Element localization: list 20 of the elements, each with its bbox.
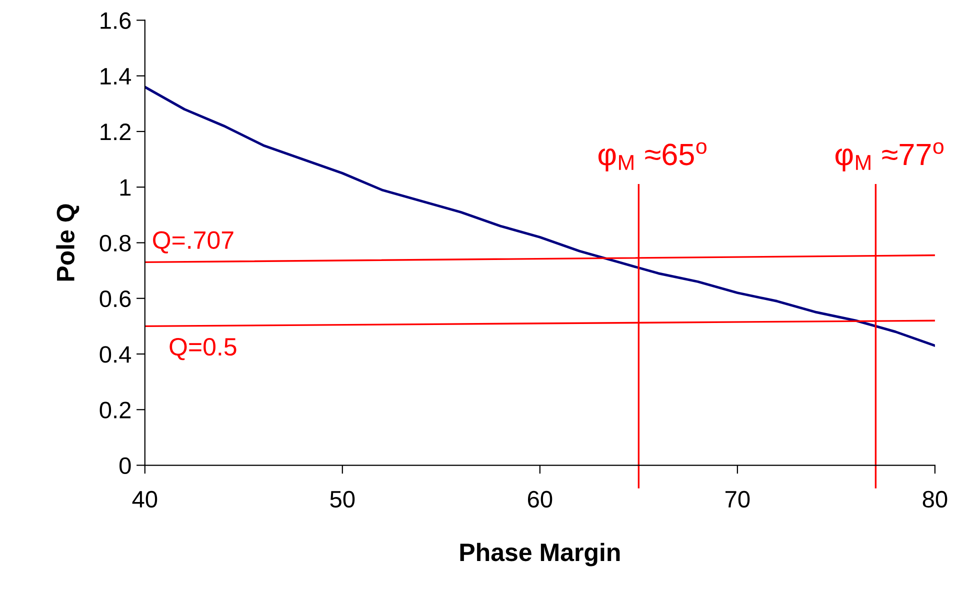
y-axis-title: Pole Q xyxy=(56,204,80,281)
x-axis-title: Phase Margin xyxy=(460,542,620,566)
y-tick-label: 0 xyxy=(119,457,131,474)
x-tick-label: 40 xyxy=(132,490,158,508)
annotation: Q=.707 xyxy=(153,231,234,254)
y-tick-label: 0.4 xyxy=(100,346,132,363)
y-tick-label: 1.4 xyxy=(100,68,132,84)
y-tick-label: 0.8 xyxy=(100,234,131,252)
y-tick-label: 1.2 xyxy=(100,124,131,140)
ref-line-label: φ$_{M}$ ≈65$^{o}$ xyxy=(598,142,706,172)
ref-line-label: φ$_{M}$ ≈77$^{o}$ xyxy=(835,142,944,172)
x-tick-label: 60 xyxy=(528,490,552,508)
annotation: Q=0.5 xyxy=(170,338,236,360)
y-tick-label: 0.6 xyxy=(100,290,131,308)
y-tick-label: 1.6 xyxy=(100,12,131,30)
x-tick-label: 80 xyxy=(922,490,948,508)
y-tick-label: 0.2 xyxy=(100,402,131,418)
x-tick-label: 50 xyxy=(330,490,355,508)
y-tick-label: 1 xyxy=(120,179,131,196)
x-tick-label: 70 xyxy=(726,490,750,508)
